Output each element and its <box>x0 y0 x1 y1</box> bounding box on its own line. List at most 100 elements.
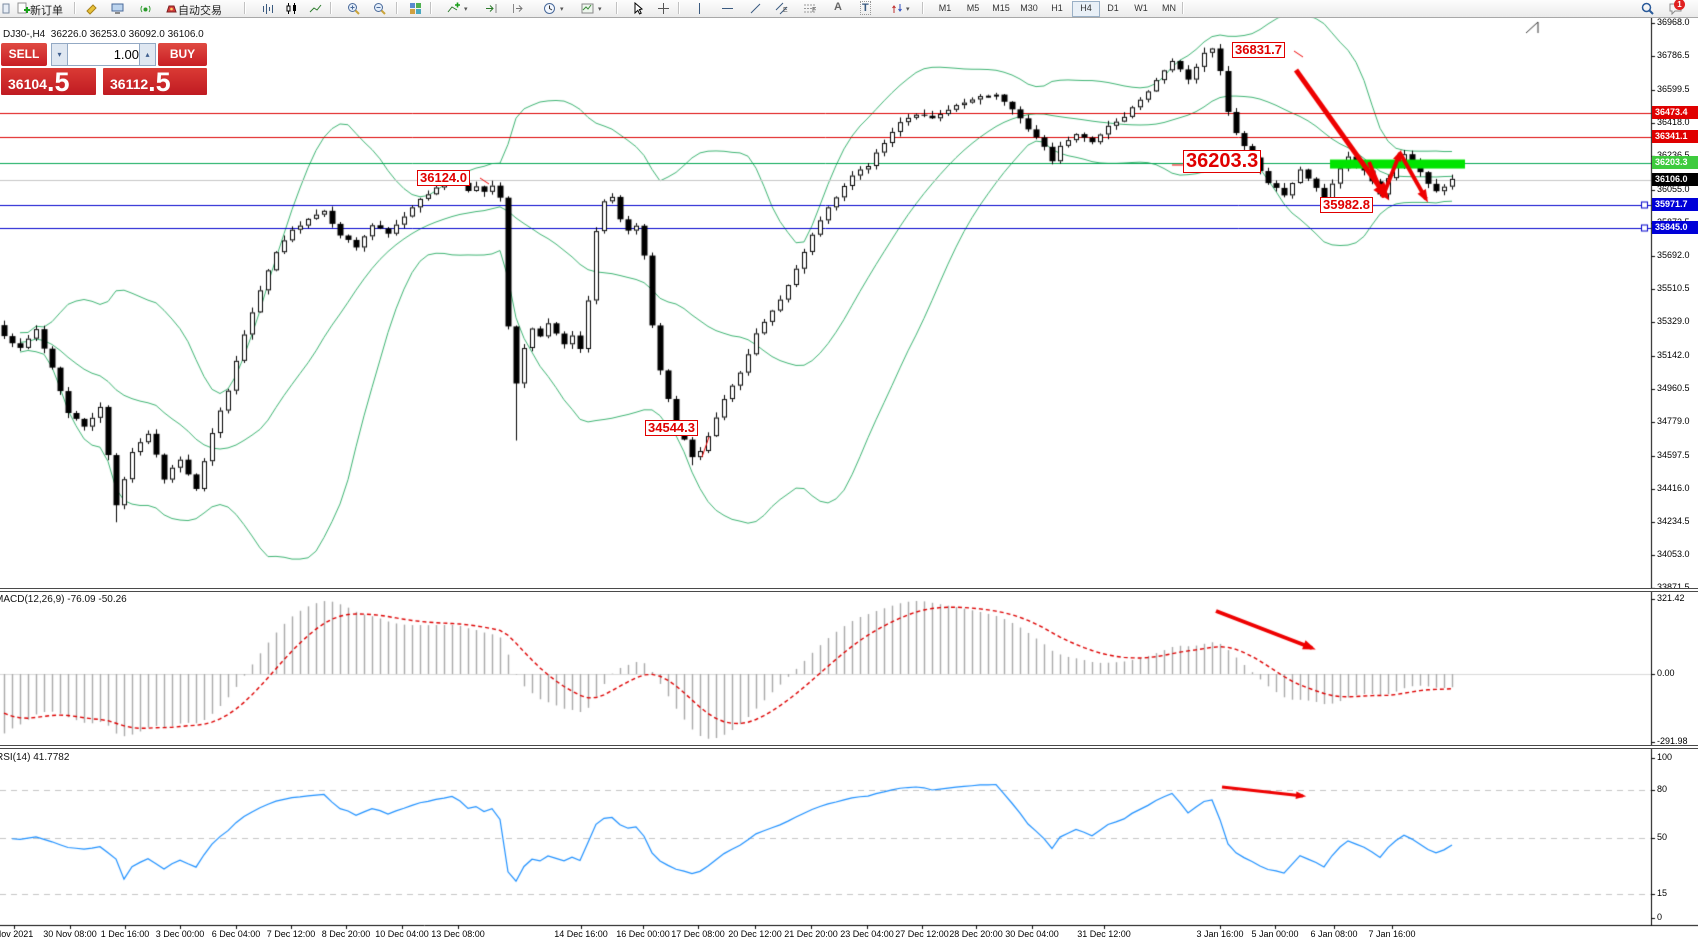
time-tick: 13 Dec 08:00 <box>431 929 485 939</box>
new-order-button[interactable]: 新订单 <box>30 5 63 17</box>
volume-increase-button[interactable]: ▴ <box>139 43 156 66</box>
tf-button-m30[interactable]: M30 <box>1020 3 1038 13</box>
toolbar-separator <box>1182 2 1184 14</box>
panel-separator[interactable] <box>0 588 1698 592</box>
channel-icon[interactable] <box>772 1 790 16</box>
price-annotation-label[interactable]: 36831.7 <box>1232 42 1285 58</box>
price-annotation-label[interactable]: 35982.8 <box>1320 197 1373 213</box>
rsi-axis-tick: 50 <box>1657 831 1668 842</box>
tf-button-d1[interactable]: D1 <box>1107 3 1119 13</box>
tile-windows-icon[interactable] <box>406 1 424 16</box>
trendline-icon[interactable] <box>746 1 764 16</box>
price-tick: 36055.0 <box>1657 183 1690 194</box>
new-order-icon[interactable] <box>14 1 32 16</box>
price-tick: 36599.5 <box>1657 84 1690 95</box>
search-icon[interactable] <box>1638 1 1656 16</box>
time-tick: 23 Dec 04:00 <box>840 929 894 939</box>
sell-button[interactable]: SELL <box>1 43 47 66</box>
volume-input[interactable]: 1.00 <box>67 43 144 66</box>
candlestick-icon[interactable] <box>282 1 300 16</box>
time-tick: 6 Dec 04:00 <box>211 929 261 939</box>
bar-chart-icon[interactable] <box>258 1 276 16</box>
price-tick: 36418.0 <box>1657 117 1690 128</box>
crosshair-icon[interactable] <box>654 1 672 16</box>
buy-button[interactable]: BUY <box>158 43 207 66</box>
sell-price[interactable]: 36104 .5 <box>1 68 96 96</box>
label-tool-icon[interactable]: T <box>860 1 871 15</box>
clipped-toolbar-icon[interactable] <box>0 1 12 16</box>
time-tick: 6 Jan 08:00 <box>1310 929 1358 939</box>
price-tick: 34779.0 <box>1657 416 1690 427</box>
arrows-icon[interactable] <box>888 1 906 16</box>
periods-dropdown-caret[interactable]: ▾ <box>560 6 564 13</box>
signal-icon[interactable] <box>136 1 154 16</box>
tf-button-h1[interactable]: H1 <box>1051 3 1063 13</box>
price-tick: 34234.5 <box>1657 515 1690 526</box>
time-tick: 10 Dec 04:00 <box>375 929 429 939</box>
time-tick: 21 Dec 20:00 <box>784 929 838 939</box>
arrows-dropdown-caret[interactable]: ▾ <box>906 6 910 13</box>
macd-axis-tick: 0.00 <box>1657 668 1675 678</box>
price-annotation-label[interactable]: 34544.3 <box>645 420 698 436</box>
rsi-axis-tick: 0 <box>1657 912 1663 922</box>
fibonacci-icon[interactable] <box>800 1 818 16</box>
time-tick: 7 Jan 16:00 <box>1368 929 1416 939</box>
symbol-info: DJ30-,H4 36226.0 36253.0 36092.0 36106.0 <box>3 29 204 40</box>
price-tick: 36236.5 <box>1657 150 1690 160</box>
toolbar-separator <box>330 2 332 14</box>
tf-button-m5[interactable]: M5 <box>966 3 980 13</box>
price-tick: 34053.0 <box>1657 548 1690 559</box>
price-tick: 35142.0 <box>1657 350 1690 361</box>
tf-button-m15[interactable]: M15 <box>992 3 1010 13</box>
auto-scroll-icon[interactable] <box>482 1 500 16</box>
price-tick: 34416.0 <box>1657 482 1690 493</box>
time-tick: 27 Dec 12:00 <box>895 929 949 939</box>
volume-decrease-button[interactable]: ▾ <box>51 43 68 66</box>
price-annotation-label[interactable]: 36203.3 <box>1183 150 1262 173</box>
vline-icon[interactable] <box>690 1 708 16</box>
buy-price[interactable]: 36112 .5 <box>103 68 207 96</box>
price-annotation-label[interactable]: 36124.0 <box>417 170 470 186</box>
time-tick: 28 Dec 20:00 <box>949 929 1003 939</box>
cursor-icon[interactable] <box>628 1 646 16</box>
time-tick: 20 Dec 12:00 <box>728 929 782 939</box>
tf-button-mn[interactable]: MN <box>1162 3 1176 13</box>
tf-button-h4[interactable]: H4 <box>1072 1 1100 17</box>
line-chart-icon[interactable] <box>306 1 324 16</box>
auto-trading-button[interactable]: 自动交易 <box>178 5 222 17</box>
toolbar-separator <box>430 2 432 14</box>
price-tick: 34597.5 <box>1657 449 1690 460</box>
auto-trading-icon[interactable] <box>162 1 180 16</box>
brush-icon[interactable] <box>82 1 100 16</box>
zoom-out-icon[interactable] <box>370 1 388 16</box>
periods-icon[interactable] <box>540 1 558 16</box>
hline-icon[interactable] <box>718 1 736 16</box>
time-tick: 30 Dec 04:00 <box>1005 929 1059 939</box>
price-tick: 36968.0 <box>1657 17 1690 27</box>
indicators-dropdown-caret[interactable]: ▾ <box>464 6 468 13</box>
text-tool-icon[interactable]: A <box>834 1 842 13</box>
tf-button-w1[interactable]: W1 <box>1134 3 1148 13</box>
channel-icon-suffix: E <box>783 7 788 14</box>
chat-icon[interactable]: 1 <box>1666 0 1685 16</box>
tf-button-m1[interactable]: M1 <box>938 3 952 13</box>
toolbar-separator <box>244 2 246 14</box>
panel-separator[interactable] <box>0 745 1698 749</box>
toolbar-separator <box>678 2 680 14</box>
toolbar-separator <box>396 2 398 14</box>
terminal-icon[interactable] <box>108 1 126 16</box>
price-tick: 35510.5 <box>1657 282 1690 293</box>
time-tick: 14 Dec 16:00 <box>554 929 608 939</box>
chart-shift-icon[interactable] <box>508 1 526 16</box>
notification-badge: 1 <box>1674 0 1685 10</box>
indicators-icon[interactable] <box>444 1 462 16</box>
rsi-axis-tick: 80 <box>1657 783 1668 794</box>
price-badge: 36203.3 <box>1652 155 1698 169</box>
templates-dropdown-caret[interactable]: ▾ <box>598 6 602 13</box>
templates-icon[interactable] <box>578 1 596 16</box>
time-tick: 31 Dec 12:00 <box>1077 929 1131 939</box>
zoom-in-icon[interactable] <box>344 1 362 16</box>
time-tick: 8 Dec 20:00 <box>321 929 371 939</box>
time-tick: Nov 2021 <box>0 929 34 939</box>
